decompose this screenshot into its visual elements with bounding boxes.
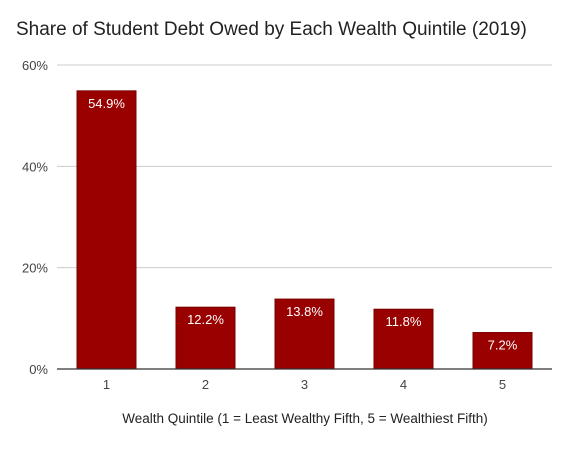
data-label: 12.2% (187, 312, 224, 327)
data-label: 13.8% (286, 304, 323, 319)
x-tick-label: 4 (400, 377, 407, 392)
x-tick-label: 2 (202, 377, 209, 392)
bar (175, 306, 236, 370)
y-tick-label: 20% (22, 261, 48, 276)
x-axis-title: Wealth Quintile (1 = Least Wealthy Fifth… (122, 411, 488, 426)
y-tick-label: 60% (22, 58, 48, 73)
data-label: 54.9% (88, 96, 125, 111)
data-label: 7.2% (488, 338, 518, 353)
x-tick-label: 1 (103, 377, 110, 392)
data-label: 11.8% (386, 314, 422, 329)
bar (76, 90, 137, 370)
y-tick-label: 0% (29, 362, 48, 377)
chart-title: Share of Student Debt Owed by Each Wealt… (16, 19, 527, 40)
bar (274, 298, 335, 370)
x-tick-label: 3 (301, 377, 308, 392)
y-tick-label: 40% (22, 159, 48, 174)
x-tick-label: 5 (499, 377, 506, 392)
